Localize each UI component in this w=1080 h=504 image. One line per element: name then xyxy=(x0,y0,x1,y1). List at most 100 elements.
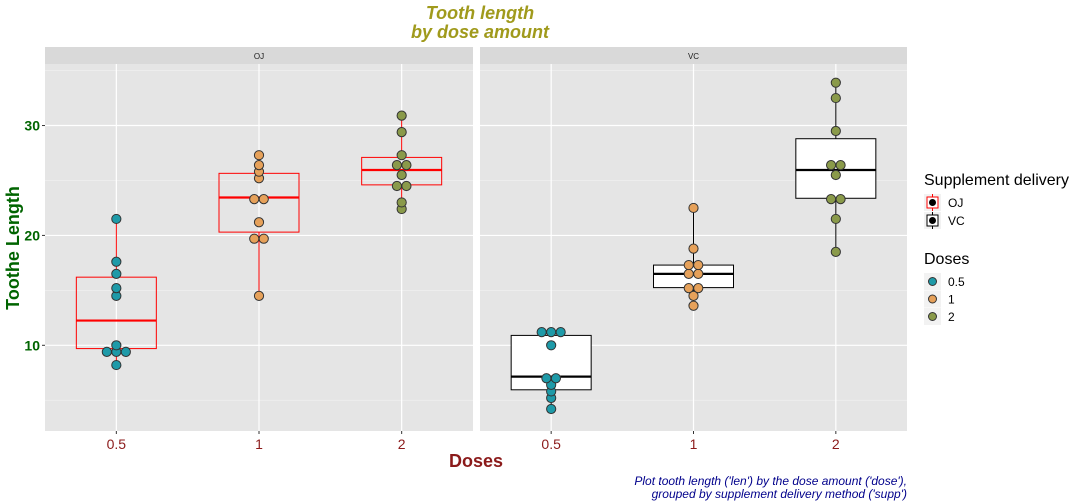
x-tick-label: 1 xyxy=(690,436,698,452)
boxplot-oj-dose-2 xyxy=(361,110,443,215)
data-point xyxy=(830,92,841,104)
data-point xyxy=(249,194,260,205)
data-point xyxy=(546,327,557,338)
data-point xyxy=(401,159,412,171)
chart-caption-line: Plot tooth length ('len') by the dose am… xyxy=(634,474,907,488)
data-point xyxy=(825,159,837,171)
facet-strip-label: VC xyxy=(688,52,699,61)
data-point xyxy=(688,300,699,311)
box xyxy=(795,138,877,199)
legend-key-point xyxy=(928,294,937,304)
data-point xyxy=(111,256,122,267)
legend-key-vc xyxy=(924,212,941,229)
data-point xyxy=(391,180,403,192)
data-point xyxy=(683,283,694,294)
data-point xyxy=(396,110,407,121)
y-tick-label: 20 xyxy=(24,227,40,243)
legend-key-point xyxy=(928,277,937,286)
data-point xyxy=(111,213,122,225)
x-axis-title: Doses xyxy=(449,451,503,471)
x-tick-label: 0.5 xyxy=(541,436,561,452)
x-tick-label: 1 xyxy=(255,436,263,452)
data-point xyxy=(555,327,566,338)
data-point xyxy=(111,359,122,371)
data-point xyxy=(253,217,265,228)
data-point xyxy=(830,77,841,88)
data-point xyxy=(683,259,694,271)
boxplot-vc-dose-0.5 xyxy=(510,327,592,415)
legend-key-dose-0.5 xyxy=(924,273,941,290)
x-tick-label: 0.5 xyxy=(107,436,127,452)
legend-key-point xyxy=(928,312,937,321)
facet-panel-vc: VC 0.5 1 2 xyxy=(480,47,907,452)
legend-title-doses: Doses xyxy=(924,251,969,268)
data-point xyxy=(546,340,557,351)
data-point xyxy=(111,283,122,294)
data-point xyxy=(688,290,699,301)
legend-key-point xyxy=(929,199,936,206)
chart-title-line: by dose amount xyxy=(411,22,550,42)
data-point xyxy=(101,346,112,357)
data-point xyxy=(835,194,846,205)
legend-key-dose-2 xyxy=(924,308,941,325)
boxplot-oj-dose-0.5 xyxy=(75,213,157,371)
data-point xyxy=(536,327,547,338)
legend-key-point xyxy=(929,217,936,224)
data-point xyxy=(111,340,122,351)
boxplot-oj-dose-1 xyxy=(218,150,300,301)
y-tick-label: 30 xyxy=(24,118,40,134)
data-point xyxy=(258,233,269,244)
data-point xyxy=(830,246,841,257)
data-point xyxy=(391,159,403,171)
y-tick-label: 10 xyxy=(24,337,40,353)
data-point xyxy=(396,127,407,138)
data-point xyxy=(835,159,846,171)
x-tick-label: 2 xyxy=(832,436,840,452)
data-point xyxy=(396,197,407,208)
facet-strip-label: OJ xyxy=(254,52,264,61)
legend-label-supplement: OJ xyxy=(948,196,963,210)
boxplot-vc-dose-1 xyxy=(653,202,734,311)
data-point xyxy=(258,194,269,205)
facet-strip xyxy=(480,47,907,64)
legend-title-supplement: Supplement delivery xyxy=(924,172,1069,189)
legend-label-dose: 1 xyxy=(948,293,955,307)
data-point xyxy=(111,268,122,279)
data-point xyxy=(830,125,841,137)
data-point xyxy=(541,373,552,384)
box xyxy=(653,264,734,289)
facet-strip xyxy=(45,47,473,64)
data-point xyxy=(830,213,841,225)
data-point xyxy=(253,290,265,301)
legend-key-oj xyxy=(924,194,941,211)
data-point xyxy=(550,373,562,384)
data-point xyxy=(120,346,131,357)
data-point xyxy=(693,283,704,294)
legend-label-dose: 0.5 xyxy=(948,275,965,289)
data-point xyxy=(688,243,699,254)
data-point xyxy=(249,233,260,244)
y-axis-title: Toothe Length xyxy=(3,186,23,310)
data-point xyxy=(688,202,699,214)
data-point xyxy=(401,180,412,192)
legend-label-supplement: VC xyxy=(948,214,965,228)
x-tick-label: 2 xyxy=(398,436,406,452)
data-point xyxy=(830,169,841,181)
data-point xyxy=(546,403,557,415)
data-point xyxy=(396,150,407,161)
data-point xyxy=(825,194,837,205)
facet-panel-oj: OJ 0.5 1 2 xyxy=(45,47,473,452)
data-point xyxy=(683,268,694,279)
data-point xyxy=(693,268,704,279)
chart-caption-line: grouped by supplement delivery method ('… xyxy=(652,487,907,501)
data-point xyxy=(253,150,265,161)
legend-label-dose: 2 xyxy=(948,310,955,324)
data-point xyxy=(253,159,265,171)
legend: Supplement delivery OJ VC Doses 0.5 1 2 xyxy=(924,172,1069,325)
legend-key-dose-1 xyxy=(924,290,941,308)
boxplot-vc-dose-2 xyxy=(795,77,877,257)
data-point xyxy=(396,169,407,181)
chart-title-line: Tooth length xyxy=(426,3,534,23)
data-point xyxy=(693,259,704,271)
